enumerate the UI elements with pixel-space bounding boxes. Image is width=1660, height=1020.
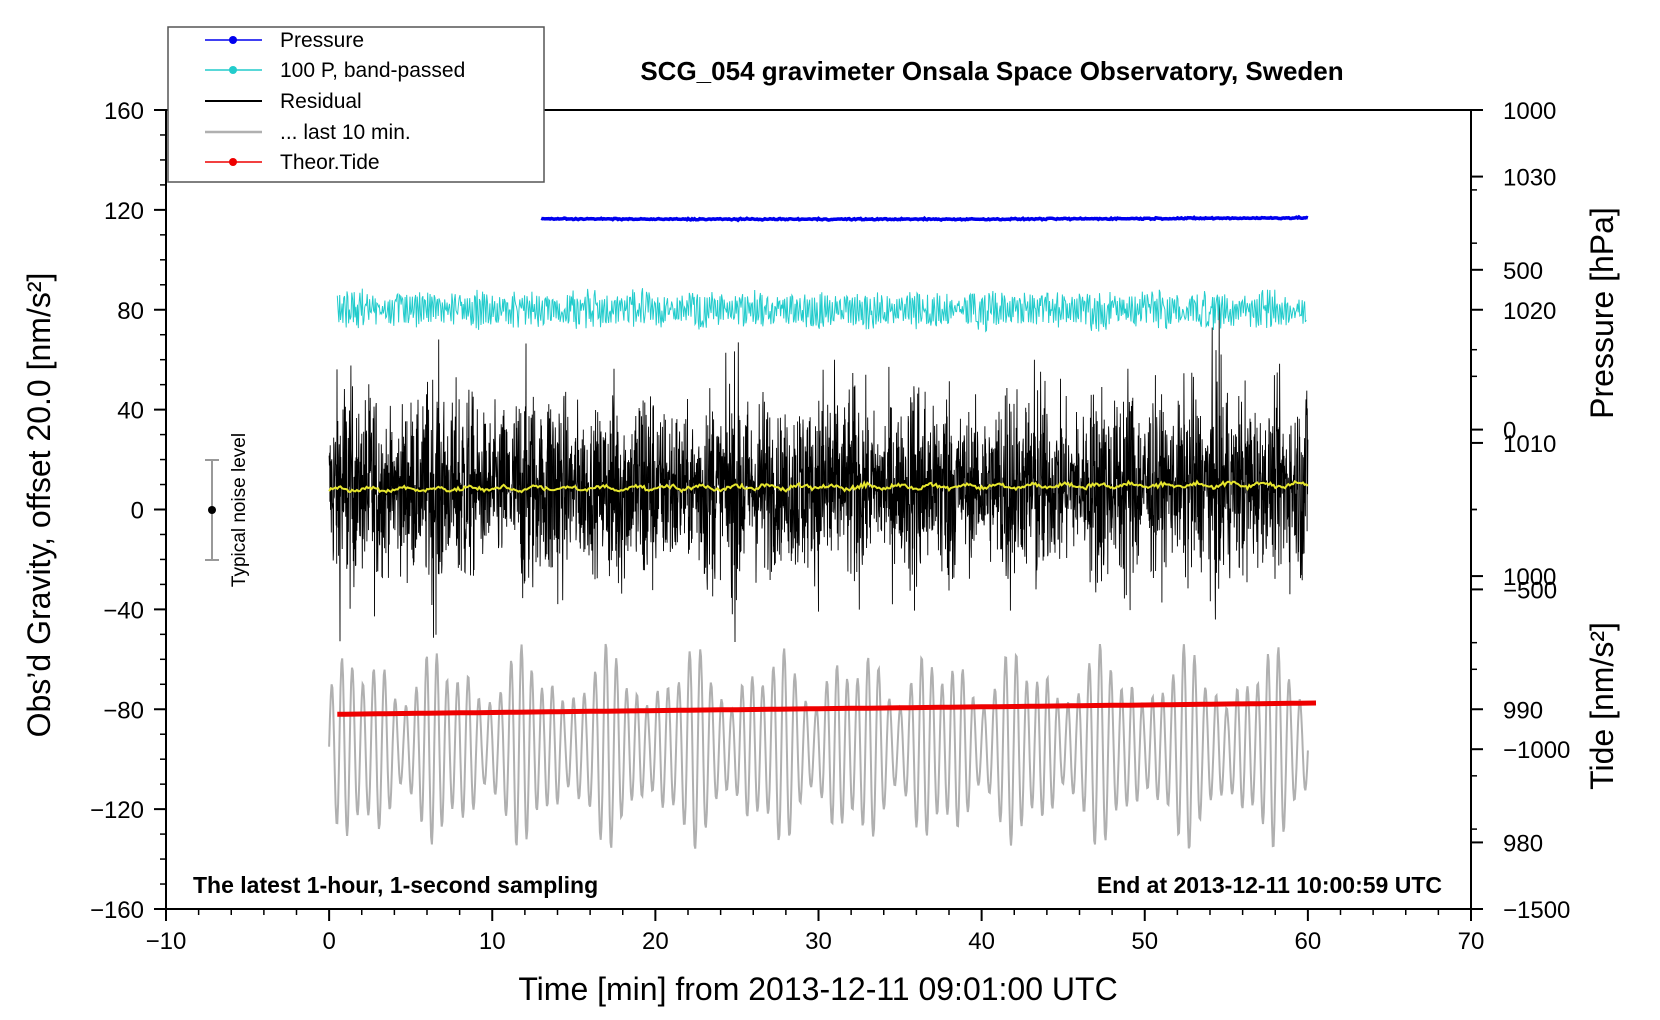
series-band-passed bbox=[336, 288, 1307, 333]
legend-label-theor-tide: Theor.Tide bbox=[280, 151, 380, 174]
x-tick-label: 20 bbox=[642, 928, 669, 955]
x-axis-title: Time [min] from 2013-12-11 09:01:00 UTC bbox=[518, 971, 1117, 1007]
legend-label-residual: Residual bbox=[280, 90, 362, 113]
y-left-tick-label: −160 bbox=[90, 897, 144, 924]
legend-label-last-10-min: ... last 10 min. bbox=[280, 121, 411, 144]
x-tick-label: 50 bbox=[1131, 928, 1158, 955]
series-theor-tide bbox=[337, 700, 1317, 717]
x-tick-label: 30 bbox=[805, 928, 832, 955]
y-left-tick-label: 160 bbox=[104, 98, 144, 125]
y-left-tick-label: 0 bbox=[131, 498, 144, 525]
legend: Pressure 100 P, band-passed Residual ...… bbox=[167, 26, 545, 183]
legend-marker-theor-tide bbox=[229, 158, 237, 166]
y-left-tick-label: 120 bbox=[104, 198, 144, 225]
series-layer bbox=[328, 214, 1317, 849]
y-left-tick-label: 80 bbox=[117, 298, 144, 325]
pressure-tick-label: 1000 bbox=[1503, 564, 1556, 591]
y-left-tick-label: 40 bbox=[117, 398, 144, 425]
noise-level-indicator: Typical noise level bbox=[205, 433, 250, 587]
annotation-sampling: The latest 1-hour, 1-second sampling bbox=[193, 872, 598, 898]
legend-item-band-passed: 100 P, band-passed bbox=[205, 59, 465, 82]
series-last-10-min bbox=[328, 643, 1309, 849]
noise-level-label: Typical noise level bbox=[229, 433, 250, 587]
series-residual-smoothed bbox=[328, 479, 1309, 494]
legend-box bbox=[167, 26, 545, 183]
plot-frame bbox=[165, 109, 1472, 910]
legend-marker-pressure bbox=[229, 36, 237, 44]
legend-item-residual: Residual bbox=[205, 90, 362, 113]
x-tick-label: 70 bbox=[1458, 928, 1485, 955]
y-axis-title-tide: Tide [nm/s²] bbox=[1584, 622, 1620, 790]
axis-layer: −10 0 10 20 30 40 50 60 70−160−120−80−4004080120… bbox=[90, 98, 1570, 955]
x-tick-label: 10 bbox=[479, 928, 506, 955]
y-left-tick-label: −120 bbox=[90, 797, 144, 824]
x-tick-label: −10 bbox=[146, 928, 187, 955]
pressure-tick-label: 990 bbox=[1503, 697, 1543, 724]
legend-item-pressure: Pressure bbox=[205, 29, 364, 52]
x-tick-label: 40 bbox=[968, 928, 995, 955]
y-left-tick-label: −80 bbox=[103, 697, 144, 724]
tide-tick-label: −1500 bbox=[1503, 897, 1570, 924]
tide-tick-label: −500 bbox=[1503, 577, 1557, 604]
annotation-end-time: End at 2013-12-11 10:00:59 UTC bbox=[1097, 872, 1442, 898]
y-left-tick-label: −40 bbox=[103, 597, 144, 624]
legend-item-theor-tide: Theor.Tide bbox=[205, 151, 380, 174]
legend-marker-band-passed bbox=[229, 66, 237, 74]
y-axis-title-pressure: Pressure [hPa] bbox=[1584, 207, 1620, 419]
tide-tick-label: 0 bbox=[1503, 418, 1516, 445]
pressure-tick-label: 980 bbox=[1503, 830, 1543, 857]
legend-label-band-passed: 100 P, band-passed bbox=[280, 59, 465, 82]
x-tick-label: 0 bbox=[322, 928, 335, 955]
x-tick-label: 60 bbox=[1295, 928, 1322, 955]
series-pressure bbox=[540, 214, 1309, 223]
tide-tick-label: 500 bbox=[1503, 258, 1543, 285]
noise-bar-center bbox=[208, 506, 216, 514]
pressure-tick-label: 1020 bbox=[1503, 298, 1556, 325]
pressure-tick-label: 1030 bbox=[1503, 165, 1556, 192]
pressure-tick-label: 1010 bbox=[1503, 431, 1556, 458]
chart-title: SCG_054 gravimeter Onsala Space Observat… bbox=[640, 56, 1343, 86]
legend-item-last-10-min: ... last 10 min. bbox=[205, 121, 411, 144]
tide-tick-label: 1000 bbox=[1503, 98, 1556, 125]
legend-label-pressure: Pressure bbox=[280, 29, 364, 52]
y-axis-title-left: Obs’d Gravity, offset 20.0 [nm/s²] bbox=[21, 273, 57, 738]
tide-tick-label: −1000 bbox=[1503, 737, 1570, 764]
